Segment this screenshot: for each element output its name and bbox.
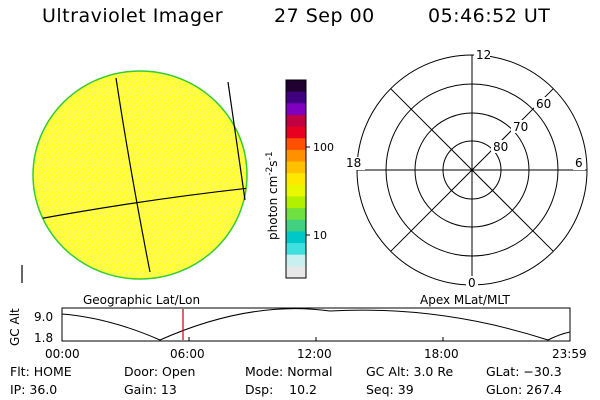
geo-panel-caption: Geographic Lat/Lon xyxy=(83,293,200,307)
xtick-0000: 00:00 xyxy=(45,347,80,361)
mode-value: Mode: Normal xyxy=(245,364,333,379)
altitude-ytick-top: 9.0 xyxy=(34,310,53,324)
colorbar-band xyxy=(286,208,306,221)
colorbar-label-10: 10 xyxy=(313,229,327,242)
ip-value: IP: 36.0 xyxy=(10,382,58,397)
colorbar-label-100: 100 xyxy=(313,141,334,154)
colorbar-frame xyxy=(285,79,307,279)
date-label: 27 Sep 00 xyxy=(274,5,375,27)
polar-diagonal-2 xyxy=(390,88,554,252)
longitude-line xyxy=(115,77,151,273)
colorbar-gradient xyxy=(286,80,306,279)
time-label: 05:46:52 UT xyxy=(428,5,551,27)
dsp-value: Dsp: 10.2 xyxy=(245,382,318,397)
instrument-title: Ultraviolet Imager xyxy=(42,5,224,27)
xtick-2359: 23:59 xyxy=(552,347,587,361)
colorbar-band xyxy=(286,103,306,116)
colorbar-band xyxy=(286,231,306,244)
longitude-line-limb xyxy=(227,81,246,201)
colorbar-band xyxy=(286,91,306,104)
gc-altitude: GC Alt: 3.0 Re xyxy=(366,364,454,379)
geographic-image-panel xyxy=(21,70,248,283)
altitude-curve xyxy=(61,308,571,341)
colorbar-band xyxy=(286,219,306,233)
colorbar-band xyxy=(286,126,306,139)
colorbar-band xyxy=(286,114,306,128)
geo-latitude: GLat: −30.3 xyxy=(486,364,562,379)
polar-labels: 12 18 6 0 60 70 80 xyxy=(345,48,585,290)
latitude-line xyxy=(33,187,247,223)
gain-value: Gain: 13 xyxy=(124,382,177,397)
mlt-label-6: 6 xyxy=(575,156,583,170)
polar-panel xyxy=(356,54,588,286)
altitude-ylabel: GC Alt xyxy=(8,308,22,346)
geo-longitude: GLon: 267.4 xyxy=(486,382,562,397)
mlat-label-60: 60 xyxy=(536,97,551,111)
xtick-1800: 18:00 xyxy=(424,347,459,361)
colorbar-band xyxy=(286,149,306,163)
colorbar-band xyxy=(286,173,306,186)
colorbar-band xyxy=(286,266,306,279)
colorbar-band xyxy=(286,138,306,151)
colorbar-band xyxy=(286,243,306,256)
colorbar-band xyxy=(286,254,306,267)
mlt-label-12: 12 xyxy=(476,48,491,62)
colorbar: 100 10 photon cm-2s-1 xyxy=(265,79,334,279)
door-status: Door: Open xyxy=(124,364,196,379)
mlat-label-70: 70 xyxy=(513,120,528,134)
polar-panel-caption: Apex MLat/MLT xyxy=(420,293,510,307)
colorbar-band xyxy=(286,196,306,209)
colorbar-band xyxy=(286,184,306,198)
colorbar-band xyxy=(286,80,306,93)
geo-grid-lines xyxy=(33,77,247,273)
altitude-plot: GC Alt 9.0 1.8 00:00 06:00 12:00 18:00 2… xyxy=(8,307,587,361)
mlt-label-18: 18 xyxy=(346,156,361,170)
colorbar-title: photon cm-2s-1 xyxy=(265,151,280,240)
xtick-0600: 06:00 xyxy=(170,347,205,361)
mlt-label-0: 0 xyxy=(468,276,476,290)
mlat-label-80: 80 xyxy=(493,140,508,154)
altitude-plot-frame xyxy=(61,307,571,342)
xtick-1200: 12:00 xyxy=(297,347,332,361)
colorbar-band xyxy=(286,161,306,174)
altitude-ytick-bottom: 1.8 xyxy=(34,331,53,345)
uv-disk-image xyxy=(32,70,248,280)
flight-mode: Flt: HOME xyxy=(10,364,72,379)
sequence-number: Seq: 39 xyxy=(366,382,414,397)
